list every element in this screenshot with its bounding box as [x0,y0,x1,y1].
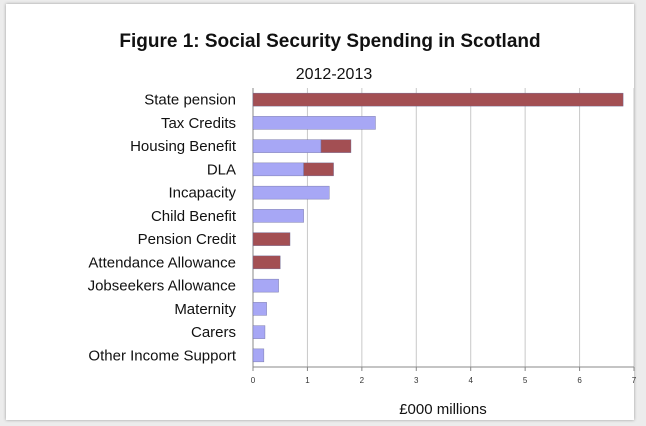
category-label: Jobseekers Allowance [88,278,236,295]
category-label: Other Income Support [88,347,236,364]
bar-segment [320,139,352,153]
category-label: Tax Credits [161,115,236,132]
x-tick-label: 1 [305,376,310,385]
category-label: Incapacity [168,185,236,202]
x-tick-label: 3 [414,376,419,385]
x-tick-label: 2 [360,376,365,385]
x-tick-label: 6 [577,376,582,385]
category-label: Maternity [174,301,236,318]
bar-segment [303,162,334,177]
x-tick-label: 5 [523,376,528,385]
category-label: State pension [144,92,236,109]
x-tick-labels: 0 1 2 3 4 5 6 7 [251,367,637,385]
grid-lines [252,88,635,367]
bar-segment [252,139,322,153]
bars [252,92,624,363]
bar-segment [252,92,624,107]
chart-subtitle: 2012-2013 [296,66,373,83]
category-label: Carers [191,324,236,341]
chart-frame [6,4,634,420]
bar-segment [252,278,279,293]
bar-segment [252,162,304,177]
bar-segment [252,209,304,223]
bar-segment [252,255,281,270]
category-label: Child Benefit [151,208,237,225]
chart-title: Figure 1: Social Security Spending in Sc… [119,31,540,52]
category-label: Pension Credit [138,231,237,248]
x-axis-label: £000 millions [399,401,487,418]
category-labels: State pension Tax Credits Housing Benefit D… [88,92,237,365]
bar-segment [252,116,376,130]
x-tick-label: 0 [251,376,256,385]
bar-segment [252,185,330,200]
x-tick-label: 7 [632,376,637,385]
bar-segment [252,232,291,246]
bar-segment [252,325,266,339]
x-tick-label: 4 [468,376,473,385]
bar-segment [252,302,267,316]
category-label: Attendance Allowance [88,254,236,271]
category-label: DLA [207,161,236,178]
bar-segment [252,348,265,363]
category-label: Housing Benefit [130,138,237,155]
